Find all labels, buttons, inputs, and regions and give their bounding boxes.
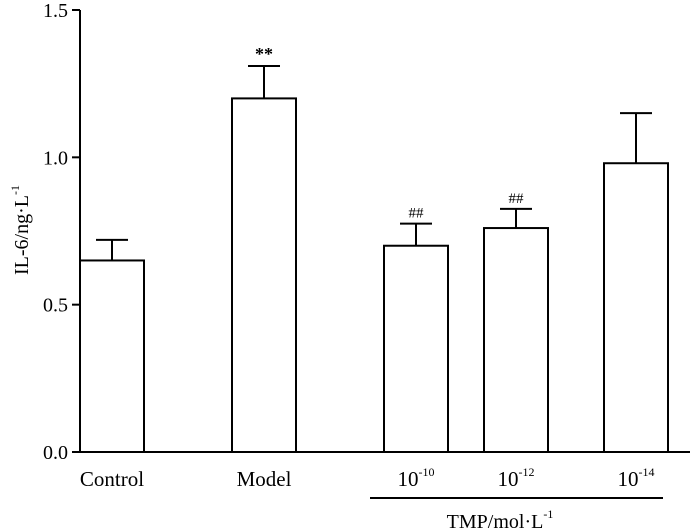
bar-0 <box>79 259 145 454</box>
category-label-2: 10-10 <box>398 465 435 491</box>
category-label-base: Model <box>237 467 292 491</box>
category-label-base: 10 <box>498 467 519 491</box>
y-tick-label: 1.5 <box>43 0 68 22</box>
bar-3 <box>483 227 549 453</box>
y-axis-label-sup: -1 <box>8 185 22 195</box>
y-axis-label-main: IL-6/ng·L <box>11 195 33 275</box>
annotation-1: ** <box>255 44 273 64</box>
y-tick-label: 0.0 <box>43 442 68 464</box>
bars <box>79 64 669 454</box>
category-label-base: Control <box>80 467 144 491</box>
y-tick-label: 1.0 <box>43 147 68 169</box>
y-axis-label: IL-6/ng·L-1 <box>8 185 33 275</box>
x-axis-label-main: TMP/mol·L <box>447 511 544 532</box>
category-label-sup: -10 <box>419 465 435 479</box>
bar-4 <box>603 162 669 454</box>
annotation-2: ## <box>409 206 425 222</box>
bar-1 <box>231 97 297 454</box>
category-label-1: Model <box>237 467 292 491</box>
annotation-3: ## <box>509 191 525 207</box>
category-label-3: 10-12 <box>498 465 535 491</box>
bar-2 <box>383 244 449 453</box>
category-label-0: Control <box>80 467 144 491</box>
category-label-4: 10-14 <box>618 465 655 491</box>
x-axis-label-sup: -1 <box>543 507 553 521</box>
y-tick-label: 0.5 <box>43 295 68 317</box>
category-label-base: 10 <box>618 467 639 491</box>
category-label-base: 10 <box>398 467 419 491</box>
x-axis-label: TMP/mol·L-1 <box>447 507 554 532</box>
category-label-sup: -14 <box>639 465 655 479</box>
category-label-sup: -12 <box>519 465 535 479</box>
